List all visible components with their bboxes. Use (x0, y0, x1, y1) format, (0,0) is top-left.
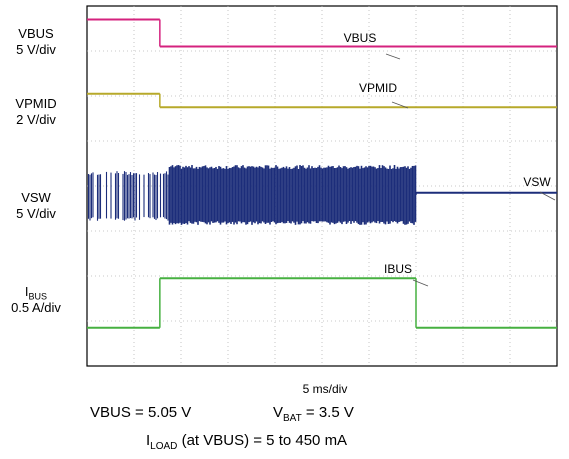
vbus-channel-scale: 5 V/div (16, 42, 56, 57)
vbus-channel-name: VBUS (18, 26, 54, 41)
trace-label-pointer (385, 53, 401, 60)
trace-label-pointer (412, 279, 429, 287)
condition-iload: ILOAD (at VBUS) = 5 to 450 mA (146, 432, 348, 452)
trace-labels: VBUS VPMID VSW IBUS (344, 31, 556, 287)
vsw-channel-label: VSW 5 V/div (10, 190, 62, 222)
trace-label-vsw: VSW (523, 175, 551, 189)
condition-iload-suffix: (at VBUS) = 5 to 450 mA (177, 432, 348, 449)
condition-iload-prefix: I (146, 432, 151, 449)
condition-vbat-prefix: V (273, 404, 284, 421)
ibus-channel-name-sub: BUS (28, 291, 48, 302)
condition-iload-sub: LOAD (150, 441, 178, 452)
ibus-channel-name-main: I (24, 284, 29, 299)
condition-vbat: VBAT = 3.5 V (273, 404, 354, 424)
vpmid-channel-label: VPMID 2 V/div (10, 96, 62, 128)
trace-label-pointer (539, 191, 556, 201)
condition-vbat-suffix: = 3.5 V (301, 404, 354, 421)
ibus-channel-name: IBUS (4, 284, 68, 302)
vsw-channel-scale: 5 V/div (16, 206, 56, 221)
trace-label-pointer (391, 101, 409, 109)
plot-traces (87, 18, 557, 329)
trace-vsw-switching (87, 165, 417, 225)
vsw-channel-name: VSW (21, 190, 51, 205)
vpmid-channel-name: VPMID (15, 96, 57, 111)
trace-label-vpmid: VPMID (359, 81, 397, 95)
condition-vbus: VBUS = 5.05 V (90, 404, 192, 421)
ibus-channel-label: IBUS 0.5 A/div (4, 284, 68, 316)
vpmid-channel-scale: 2 V/div (16, 112, 56, 127)
trace-label-vbus: VBUS (344, 31, 377, 45)
vbus-channel-label: VBUS 5 V/div (10, 26, 62, 58)
ibus-channel-scale: 0.5 A/div (11, 300, 61, 315)
time-scale-label: 5 ms/div (303, 382, 348, 396)
trace-label-ibus: IBUS (384, 262, 412, 276)
condition-vbat-sub: BAT (283, 413, 302, 424)
